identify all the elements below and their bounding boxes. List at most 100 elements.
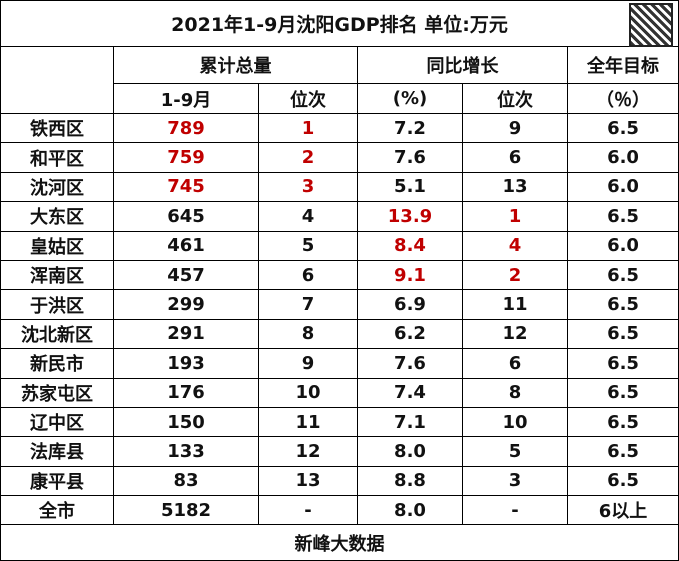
table-cell: 6.5 <box>566 289 679 320</box>
table-cell: 3 <box>258 171 358 203</box>
table-cell: 6.5 <box>566 259 679 291</box>
table-row: 浑南区 457 6 9.1 2 6.5 <box>0 259 679 291</box>
table-cell: - <box>258 495 358 526</box>
table-cell: 1 <box>258 112 358 144</box>
row-label: 全市 <box>0 495 114 526</box>
table-cell: 299 <box>113 289 259 320</box>
table-cell: 645 <box>113 201 259 232</box>
table-cell: 291 <box>113 318 259 350</box>
table-row: 苏家屯区 176 10 7.4 8 6.5 <box>0 377 679 408</box>
table-cell: 6 <box>258 259 358 291</box>
table-row: 法库县 133 12 8.0 5 6.5 <box>0 436 679 467</box>
table-cell: 7.6 <box>357 348 463 379</box>
table-cell: 5182 <box>113 495 259 526</box>
table-cell: 6.5 <box>566 348 679 379</box>
table-cell: 6.5 <box>566 436 679 467</box>
table-cell: 2 <box>258 142 358 173</box>
table-cell: 12 <box>258 436 358 467</box>
row-label: 皇姑区 <box>0 230 114 261</box>
qr-code <box>629 3 673 47</box>
table-cell: 8.8 <box>357 465 463 497</box>
table-cell: 1 <box>462 201 568 232</box>
table-cell: 8 <box>462 377 568 408</box>
table-row: 新民市 193 9 7.6 6 6.5 <box>0 348 679 379</box>
table-cell: 10 <box>462 406 568 438</box>
table-cell: 13.9 <box>357 201 463 232</box>
table-cell: 6.2 <box>357 318 463 350</box>
table-cell: 4 <box>258 201 358 232</box>
table-cell: 8.0 <box>357 495 463 526</box>
table-cell: 9 <box>258 348 358 379</box>
table-cell: 8.0 <box>357 436 463 467</box>
table-cell: 6.0 <box>566 171 679 203</box>
table-cell: 150 <box>113 406 259 438</box>
row-label: 辽中区 <box>0 406 114 438</box>
table-cell: 789 <box>113 112 259 144</box>
table-cell: 4 <box>462 230 568 261</box>
table-cell: 8 <box>258 318 358 350</box>
table-cell: 5 <box>258 230 358 261</box>
table-cell: 3 <box>462 465 568 497</box>
table-cell: 7.6 <box>357 142 463 173</box>
table-cell: 133 <box>113 436 259 467</box>
header-cell: 累计总量 <box>113 46 358 84</box>
table-cell: 11 <box>462 289 568 320</box>
table-row: 和平区 759 2 7.6 6 6.0 <box>0 142 679 173</box>
table-cell: 6 <box>462 348 568 379</box>
header-cell: 1-9月 <box>113 83 259 114</box>
table-row: 沈北新区 291 8 6.2 12 6.5 <box>0 318 679 350</box>
table-cell: 6.0 <box>566 230 679 261</box>
header-cell: (%) <box>357 83 463 114</box>
table-cell: 6.9 <box>357 289 463 320</box>
table-cell: 6.5 <box>566 201 679 232</box>
table-cell: 5.1 <box>357 171 463 203</box>
table-cell: 7.2 <box>357 112 463 144</box>
row-label: 铁西区 <box>0 112 114 144</box>
table-row: 铁西区 789 1 7.2 9 6.5 <box>0 112 679 144</box>
table-cell: 176 <box>113 377 259 408</box>
table-cell: 193 <box>113 348 259 379</box>
table-cell: 6.5 <box>566 318 679 350</box>
row-label: 苏家屯区 <box>0 377 114 408</box>
row-label: 和平区 <box>0 142 114 173</box>
table-cell: 461 <box>113 230 259 261</box>
header-cell: 位次 <box>258 83 358 114</box>
table-cell: 7.1 <box>357 406 463 438</box>
row-label: 于洪区 <box>0 289 114 320</box>
header-cell: （％） <box>566 83 679 114</box>
table-cell: 745 <box>113 171 259 203</box>
table-cell: 6.5 <box>566 406 679 438</box>
table-row: 沈河区 745 3 5.1 13 6.0 <box>0 171 679 203</box>
table-row: 康平县 83 13 8.8 3 6.5 <box>0 465 679 497</box>
corner-cell <box>0 46 114 114</box>
row-label: 新民市 <box>0 348 114 379</box>
header-cell: 同比增长 <box>357 46 568 84</box>
footer: 新峰大数据 <box>0 524 679 561</box>
table-cell: 13 <box>462 171 568 203</box>
table-cell: 12 <box>462 318 568 350</box>
table-cell: 759 <box>113 142 259 173</box>
table-cell: 6以上 <box>566 495 679 526</box>
table-cell: 7 <box>258 289 358 320</box>
header-cell: 全年目标 <box>566 46 679 84</box>
table-cell: 13 <box>258 465 358 497</box>
table-row: 辽中区 150 11 7.1 10 6.5 <box>0 406 679 438</box>
table-cell: 10 <box>258 377 358 408</box>
table-cell: 457 <box>113 259 259 291</box>
table-cell: 6.5 <box>566 377 679 408</box>
row-label: 法库县 <box>0 436 114 467</box>
table-cell: - <box>462 495 568 526</box>
header-cell: 位次 <box>462 83 568 114</box>
table-row: 全市 5182-8.0-6以上 <box>0 495 679 526</box>
table-cell: 11 <box>258 406 358 438</box>
table-cell: 9.1 <box>357 259 463 291</box>
table-title: 2021年1-9月沈阳GDP排名 单位:万元 <box>0 0 679 47</box>
table-row: 大东区 645 4 13.9 1 6.5 <box>0 201 679 232</box>
row-label: 沈北新区 <box>0 318 114 350</box>
table-cell: 6.5 <box>566 465 679 497</box>
row-label: 大东区 <box>0 201 114 232</box>
table-cell: 8.4 <box>357 230 463 261</box>
